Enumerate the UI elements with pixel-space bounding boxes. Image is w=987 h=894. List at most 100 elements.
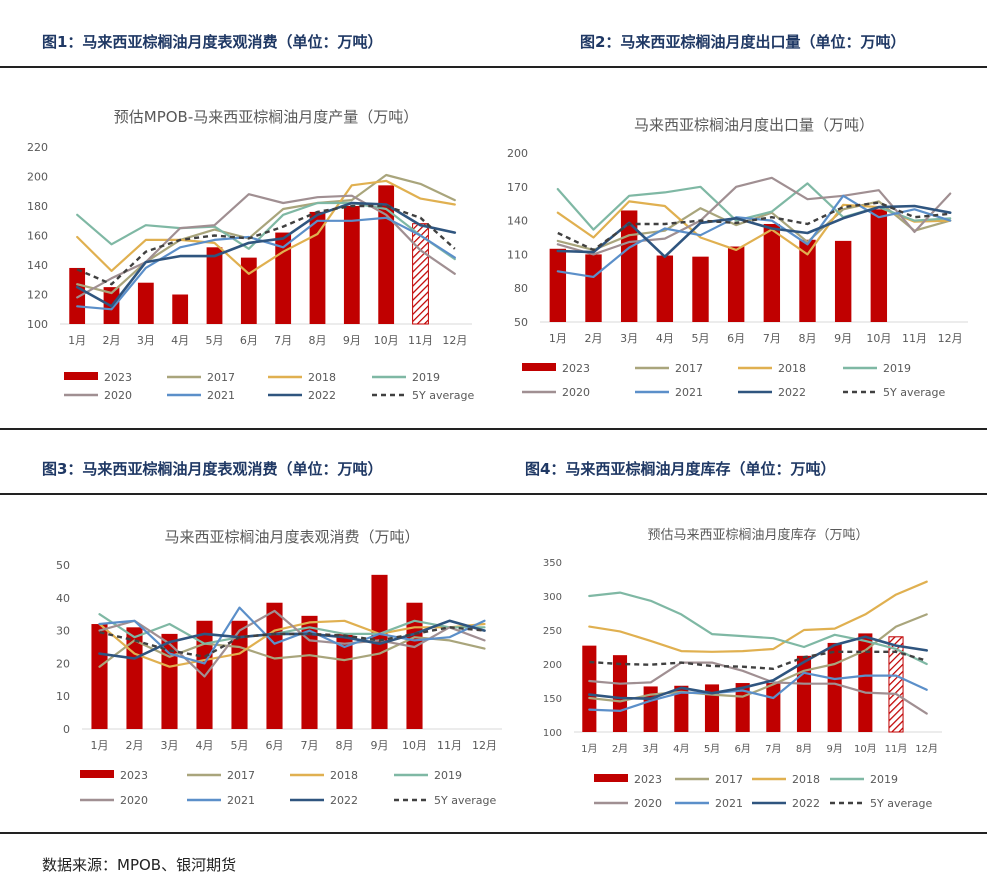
bar-2023-3 — [137, 282, 154, 324]
bar-2023-1 — [69, 267, 86, 324]
bar-2023-4 — [172, 294, 189, 324]
legend-label: 2021 — [207, 389, 235, 402]
legend-swatch — [594, 774, 628, 782]
x-tick-label: 7月 — [274, 334, 292, 347]
legend-label: 2019 — [870, 773, 898, 786]
x-tick-label: 6月 — [240, 334, 258, 347]
x-tick-label: 10月 — [854, 743, 877, 755]
legend-label: 2021 — [227, 794, 255, 807]
y-tick-label: 180 — [27, 200, 48, 213]
x-tick-label: 7月 — [765, 743, 781, 755]
legend-item-2017: 2017 — [167, 371, 235, 384]
line-2018 — [588, 580, 928, 653]
x-tick-label: 2月 — [126, 739, 144, 752]
figure-2-title: 图2：马来西亚棕榈油月度出口量（单位：万吨） — [580, 33, 906, 51]
bar-2023-8 — [799, 239, 816, 322]
y-tick-label: 220 — [27, 141, 48, 154]
x-tick-label: 12月 — [938, 332, 963, 345]
legend-item-2022: 2022 — [752, 797, 820, 810]
y-tick-label: 10 — [56, 690, 70, 703]
bar-2023-3 — [620, 210, 638, 322]
bar-2023-8 — [796, 655, 812, 732]
x-tick-label: 11月 — [885, 743, 908, 755]
legend-label: 2017 — [675, 362, 703, 375]
bar-2023-10 — [858, 633, 873, 732]
legend-item-2021: 2021 — [187, 794, 255, 807]
x-tick-label: 8月 — [336, 739, 354, 752]
x-tick-label: 1月 — [68, 334, 86, 347]
legend-label: 5Y average — [883, 386, 945, 399]
legend-swatch — [64, 372, 98, 380]
bar-2023-1 — [582, 645, 597, 732]
x-tick-label: 7月 — [763, 332, 781, 345]
y-tick-label: 40 — [56, 592, 70, 605]
x-tick-label: 2月 — [103, 334, 121, 347]
figure-3-title: 图3：马来西亚棕榈油月度表观消费（单位：万吨） — [42, 460, 383, 478]
legend-label: 2020 — [562, 386, 590, 399]
legend-item-2023: 2023 — [594, 773, 662, 786]
x-tick-label: 1月 — [549, 332, 567, 345]
bar-2023-7 — [763, 223, 781, 322]
bar-2023-5 — [206, 247, 223, 324]
y-tick-label: 350 — [543, 558, 562, 569]
legend-label: 2022 — [308, 389, 336, 402]
line-5y-average — [76, 204, 456, 286]
legend-label: 2018 — [778, 362, 806, 375]
consumption-chart-svg: 马来西亚棕榈油月度表观消费（万吨） 0 10 20 30 40 50 1月 2月 3月 4月 5月 6月… — [56, 528, 502, 807]
legend-item-2017: 2017 — [635, 362, 703, 375]
legend-item-2023: 2023 — [80, 769, 148, 782]
x-tick-label: 11月 — [437, 739, 462, 752]
bar-2023-6 — [240, 257, 257, 324]
legend-label: 2022 — [778, 386, 806, 399]
x-tick-label: 6月 — [734, 743, 750, 755]
bar-2023-7 — [301, 615, 318, 729]
y-tick-label: 50 — [56, 559, 70, 572]
line-2017 — [588, 613, 928, 703]
bar-2023-2 — [585, 254, 602, 322]
x-tick-label: 7月 — [301, 739, 319, 752]
x-tick-label: 11月 — [902, 332, 927, 345]
y-tick-label: 100 — [543, 728, 562, 739]
legend-item-2021: 2021 — [167, 389, 235, 402]
legend-label: 5Y average — [434, 794, 496, 807]
legend-label: 2017 — [715, 773, 743, 786]
x-tick-label: 10月 — [374, 334, 399, 347]
x-tick-label: 1月 — [581, 743, 597, 755]
production-chart-svg: 预估MPOB-马来西亚棕榈油月度产量（万吨） 100 120 140 160 180 200… — [27, 108, 474, 402]
x-tick-label: 6月 — [266, 739, 284, 752]
x-tick-label: 10月 — [866, 332, 891, 345]
line-2018 — [76, 179, 456, 275]
line-2019 — [98, 613, 486, 645]
legend-label: 5Y average — [412, 389, 474, 402]
legend-item-2018: 2018 — [738, 362, 806, 375]
line-5y-average — [557, 201, 951, 252]
bar-2023-11 — [888, 636, 904, 733]
chart-consumption: 马来西亚棕榈油月度表观消费（万吨） 0 10 20 30 40 50 1月 2月 3月 4月 5月 6月… — [12, 517, 502, 817]
legend-item-2021: 2021 — [635, 386, 703, 399]
legend-item-2019: 2019 — [372, 371, 440, 384]
legend-item-5y-average: 5Y average — [830, 797, 932, 810]
y-tick-label: 150 — [543, 694, 562, 705]
legend-item-2019: 2019 — [830, 773, 898, 786]
bar-2023-4 — [674, 685, 689, 732]
x-tick-label: 3月 — [137, 334, 155, 347]
y-tick-label: 160 — [27, 230, 48, 243]
line-5y-average — [99, 626, 485, 658]
x-tick-label: 12月 — [915, 743, 938, 755]
legend-label: 2023 — [104, 371, 132, 384]
figure-4-title: 图4：马来西亚棕榈油月度库存（单位：万吨） — [525, 460, 836, 478]
legend-item-2020: 2020 — [522, 386, 590, 399]
x-tick-label: 9月 — [826, 743, 842, 755]
y-tick-label: 110 — [507, 248, 528, 261]
x-tick-label: 3月 — [161, 739, 179, 752]
x-tick-label: 3月 — [642, 743, 658, 755]
x-tick-label: 5月 — [692, 332, 710, 345]
chart-production: 预估MPOB-马来西亚棕榈油月度产量（万吨） 100 120 140 160 180 200… — [12, 92, 482, 412]
bar-2023-5 — [704, 684, 720, 732]
x-tick-label: 2月 — [585, 332, 603, 345]
x-tick-label: 4月 — [196, 739, 214, 752]
y-tick-label: 300 — [543, 592, 562, 603]
stock-chart-svg: 预估马来西亚棕榈油月度库存（万吨） 100 150 200 250 300 350 1月 2月 3… — [543, 527, 942, 810]
bar-2023-9 — [834, 240, 852, 322]
y-tick-label: 200 — [27, 171, 48, 184]
